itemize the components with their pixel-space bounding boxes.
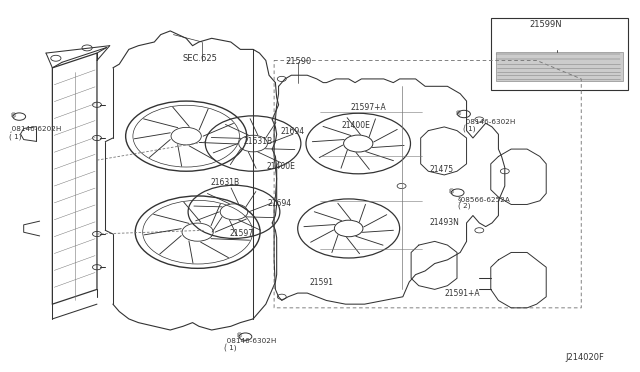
Bar (491, 18, 628, 90)
Text: 21694: 21694 (280, 127, 305, 136)
Text: J214020F: J214020F (565, 353, 604, 362)
Text: ®: ® (10, 113, 17, 119)
Text: 21597: 21597 (230, 230, 253, 238)
Text: 21400E: 21400E (266, 162, 295, 171)
Text: 21400E: 21400E (342, 121, 371, 129)
Text: 21694: 21694 (268, 199, 292, 208)
Text: 21493N: 21493N (429, 218, 460, 227)
Text: ®: ® (449, 190, 456, 196)
Text: ¸08146-6302H
( 1): ¸08146-6302H ( 1) (224, 337, 277, 351)
Text: ®: ® (236, 334, 243, 340)
Text: ¸08146-6302H
( 1): ¸08146-6302H ( 1) (463, 118, 516, 132)
Text: ®: ® (454, 111, 462, 117)
Text: 21591: 21591 (310, 278, 334, 287)
Text: 21475: 21475 (429, 165, 454, 174)
Text: 21590: 21590 (285, 57, 311, 67)
Text: 21631B: 21631B (244, 137, 273, 146)
Text: SEC.625: SEC.625 (183, 54, 218, 63)
Text: 21597+A: 21597+A (351, 103, 387, 112)
Bar (496, 52, 623, 81)
Text: 21599N: 21599N (529, 20, 562, 29)
Text: ¸08146-6202H
( 1): ¸08146-6202H ( 1) (9, 125, 63, 140)
Text: 21591+A: 21591+A (445, 289, 481, 298)
Text: §08566-6252A
( 2): §08566-6252A ( 2) (458, 196, 511, 209)
Text: 21631B: 21631B (211, 178, 239, 187)
